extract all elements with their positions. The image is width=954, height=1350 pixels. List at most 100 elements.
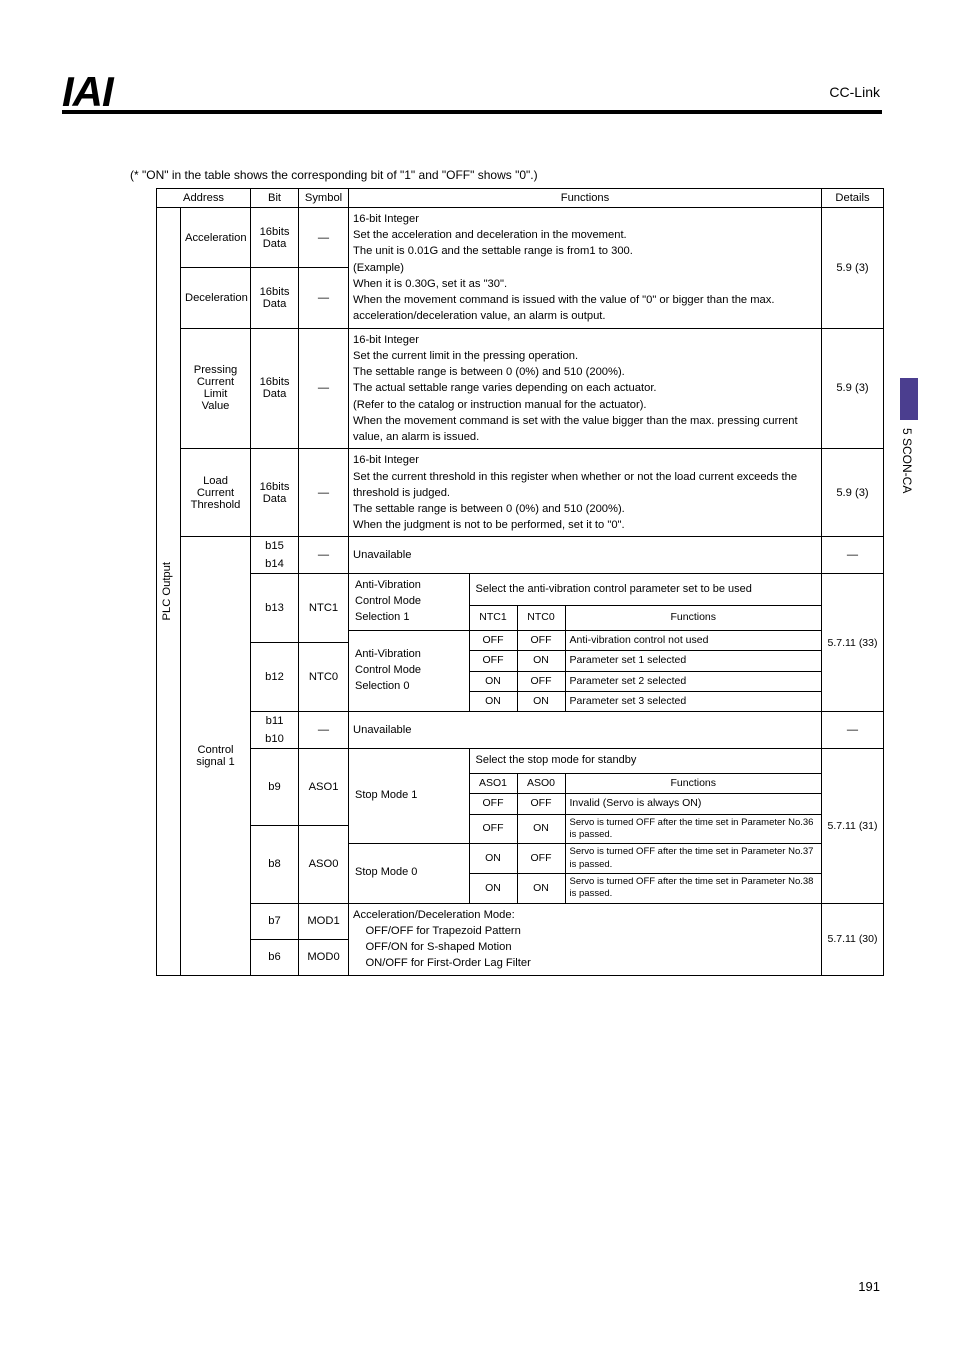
det-av: 5.7.11 (33) [822, 574, 884, 712]
decel-name: Deceleration [181, 268, 251, 328]
stop-h3: Functions [565, 774, 821, 794]
func-b11b10: Unavailable [349, 712, 822, 749]
header-rule [62, 110, 882, 114]
stop-r2c2: ON [517, 814, 565, 844]
bit-b13: b13 [251, 574, 299, 643]
bit-b14: b14 [251, 555, 299, 574]
av-r1c2: OFF [517, 631, 565, 651]
plc-output-label: PLC Output [157, 208, 181, 976]
av-layout: Anti-Vibration Control Mode Selection 1 … [349, 574, 821, 711]
bit-b15: b15 [251, 537, 299, 556]
bit-b12: b12 [251, 643, 299, 712]
stop-r3c2: OFF [517, 844, 565, 874]
header-right: CC-Link [829, 84, 880, 100]
func-anti-vib: Anti-Vibration Control Mode Selection 1 … [349, 574, 822, 712]
av-h3: Functions [565, 605, 821, 631]
av-r2c1: OFF [469, 651, 517, 671]
det-stop: 5.7.11 (31) [822, 749, 884, 903]
stop-r4c2: ON [517, 873, 565, 902]
stop-h1: ASO1 [469, 774, 517, 794]
h-details: Details [822, 189, 884, 208]
sym-b12: NTC0 [299, 643, 349, 712]
press-name: Pressing Current Limit Value [181, 328, 251, 449]
av-h2: NTC0 [517, 605, 565, 631]
load-func: 16-bit Integer Set the current threshold… [349, 449, 822, 537]
bit-b9: b9 [251, 749, 299, 826]
av-r2c3: Parameter set 1 selected [565, 651, 821, 671]
h-bit: Bit [251, 189, 299, 208]
av-r2c2: ON [517, 651, 565, 671]
accel-det: 5.9 (3) [822, 208, 884, 329]
av-mode0-label: Anti-Vibration Control Mode Selection 0 [349, 631, 469, 711]
main-table: Address Bit Symbol Functions Details PLC… [156, 188, 884, 976]
table-note: (* "ON" in the table shows the correspon… [130, 168, 538, 182]
h-functions: Functions [349, 189, 822, 208]
side-tab-marker [900, 378, 918, 420]
press-sym: — [299, 328, 349, 449]
side-tab: 5 SCON-CA [900, 378, 918, 493]
det-b11b10: — [822, 712, 884, 749]
stop-r1c2: OFF [517, 794, 565, 814]
load-sym: — [299, 449, 349, 537]
av-r1c3: Anti-vibration control not used [565, 631, 821, 651]
stop-r4c3: Servo is turned OFF after the time set i… [565, 873, 821, 902]
sym-b15b14: — [299, 537, 349, 574]
sym-b11b10: — [299, 712, 349, 749]
stop-h2: ASO0 [517, 774, 565, 794]
sym-b8: ASO0 [299, 826, 349, 903]
bit-b8: b8 [251, 826, 299, 903]
stop-layout: Stop Mode 1 Select the stop mode for sta… [349, 749, 821, 902]
accel-name: Acceleration [181, 208, 251, 268]
load-bit: 16bits Data [251, 449, 299, 537]
h-symbol: Symbol [299, 189, 349, 208]
bit-b11: b11 [251, 712, 299, 731]
stop-r2c1: OFF [469, 814, 517, 844]
sym-b13: NTC1 [299, 574, 349, 643]
stop-caption: Select the stop mode for standby [469, 749, 821, 773]
accel-sym: — [299, 208, 349, 268]
decel-sym: — [299, 268, 349, 328]
stop-mode1-label: Stop Mode 1 [349, 749, 469, 844]
stop-r3c1: ON [469, 844, 517, 874]
press-bit: 16bits Data [251, 328, 299, 449]
control-signal-1: Control signal 1 [181, 537, 251, 975]
decel-bit: 16bits Data [251, 268, 299, 328]
bit-b6: b6 [251, 939, 299, 975]
load-det: 5.9 (3) [822, 449, 884, 537]
av-r1c1: OFF [469, 631, 517, 651]
av-h1: NTC1 [469, 605, 517, 631]
main-table-wrap: Address Bit Symbol Functions Details PLC… [156, 188, 884, 976]
stop-r2c3: Servo is turned OFF after the time set i… [565, 814, 821, 844]
av-r4c1: ON [469, 691, 517, 711]
stop-mode0-label: Stop Mode 0 [349, 844, 469, 903]
func-b15b14: Unavailable [349, 537, 822, 574]
load-name: Load Current Threshold [181, 449, 251, 537]
accel-decel-func: 16-bit Integer Set the acceleration and … [349, 208, 822, 329]
side-tab-text: 5 SCON-CA [900, 428, 914, 493]
page-number: 191 [858, 1279, 880, 1294]
stop-r1c3: Invalid (Servo is always ON) [565, 794, 821, 814]
stop-r4c1: ON [469, 873, 517, 902]
sym-b7: MOD1 [299, 903, 349, 939]
det-b15b14: — [822, 537, 884, 574]
func-mod: Acceleration/Deceleration Mode: OFF/OFF … [349, 903, 822, 975]
stop-r1c1: OFF [469, 794, 517, 814]
func-stop-mode: Stop Mode 1 Select the stop mode for sta… [349, 749, 822, 903]
stop-r3c3: Servo is turned OFF after the time set i… [565, 844, 821, 874]
av-mode1-label: Anti-Vibration Control Mode Selection 1 [349, 574, 469, 630]
bit-b10: b10 [251, 730, 299, 749]
press-det: 5.9 (3) [822, 328, 884, 449]
av-r3c1: ON [469, 671, 517, 691]
det-mod: 5.7.11 (30) [822, 903, 884, 975]
h-address: Address [157, 189, 251, 208]
sym-b6: MOD0 [299, 939, 349, 975]
av-r3c3: Parameter set 2 selected [565, 671, 821, 691]
press-func: 16-bit Integer Set the current limit in … [349, 328, 822, 449]
logo: IAI [62, 68, 113, 116]
av-r3c2: OFF [517, 671, 565, 691]
av-caption: Select the anti-vibration control parame… [469, 574, 821, 605]
sym-b9: ASO1 [299, 749, 349, 826]
bit-b7: b7 [251, 903, 299, 939]
av-r4c2: ON [517, 691, 565, 711]
av-r4c3: Parameter set 3 selected [565, 691, 821, 711]
